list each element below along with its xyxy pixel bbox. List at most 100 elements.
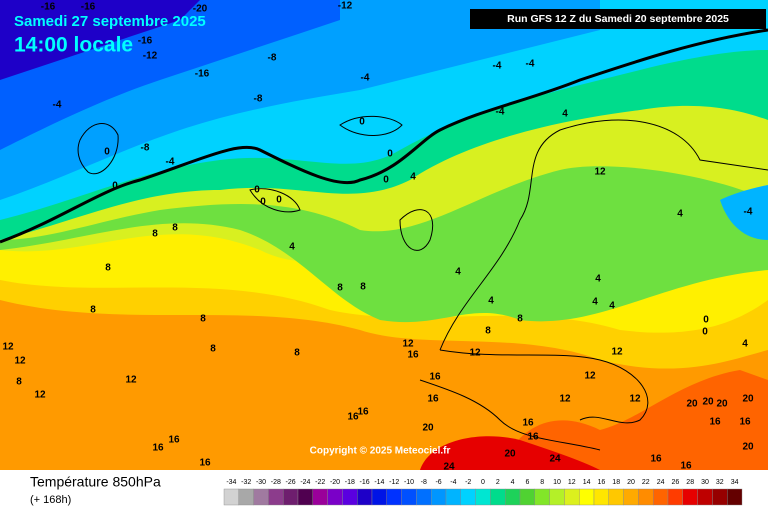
contour-label: 8 (360, 282, 366, 293)
contour-labels: -16 -16 -20 -12-16-12 -8-16-8-4-4 -4-4-8-400-… (2, 1, 754, 473)
scale-cell (593, 488, 610, 506)
contour-label: 12 (584, 371, 596, 382)
contour-label: 16 (357, 407, 369, 418)
scale-label: 2 (496, 479, 500, 486)
scale-cell (579, 488, 595, 506)
contour-label: 8 (517, 314, 523, 325)
scale-label: -14 (374, 479, 384, 486)
run-box (470, 9, 766, 29)
scale-label: -28 (271, 479, 281, 486)
contour-label: 4 (677, 209, 683, 220)
scale-label: 16 (598, 479, 606, 486)
scale-label: -24 (300, 479, 310, 486)
scale-cell (519, 488, 536, 506)
contour-label: 16 (650, 454, 662, 465)
scale-cell (238, 488, 254, 506)
scale-cell (312, 488, 328, 506)
scale-label: -18 (345, 479, 355, 486)
contour-label: 20 (702, 397, 714, 408)
contour-label: 20 (742, 442, 754, 453)
contour-label: -4 (496, 107, 505, 118)
contour-label: 12 (611, 347, 623, 358)
contour-label: 4 (289, 242, 295, 253)
contour-label: -16 (81, 2, 96, 13)
scale-label: -34 (226, 479, 236, 486)
scale-cell (445, 488, 462, 506)
scale-label: -10 (404, 479, 414, 486)
contour-label: 12 (559, 394, 571, 405)
contour-label: 12 (402, 339, 414, 350)
scale-cell (342, 488, 358, 506)
scale-label: -12 (389, 479, 399, 486)
contour-label: 8 (152, 229, 158, 240)
scale-cell (268, 488, 284, 506)
contour-label: 12 (34, 390, 46, 401)
scale-label: -32 (241, 479, 251, 486)
map-date: Samedi 27 septembre 2025 (14, 13, 206, 30)
scale-cell (653, 488, 669, 506)
contour-label: -4 (166, 157, 175, 168)
contour-label: 8 (294, 348, 300, 359)
scale-cell (253, 488, 269, 506)
contour-label: -8 (254, 94, 263, 105)
contour-label: 8 (210, 344, 216, 355)
scale-cell (608, 488, 624, 506)
scale-label: -22 (315, 479, 325, 486)
scale-cell (505, 488, 521, 506)
contour-label: 12 (14, 356, 26, 367)
map-time: 14:00 locale (14, 34, 133, 57)
scale-label: 10 (553, 479, 561, 486)
contour-label: -12 (143, 51, 158, 62)
contour-label: 16 (427, 394, 439, 405)
zero-isotherm (0, 28, 768, 244)
contour-label: -16 (195, 69, 210, 80)
contour-label: -8 (141, 143, 150, 154)
contour-label: 0 (383, 175, 389, 186)
scale-cell (371, 488, 388, 506)
scale-cell (638, 488, 654, 506)
contour-label: 0 (112, 181, 118, 192)
contour-label: 20 (422, 423, 434, 434)
contour-label: 16 (429, 372, 441, 383)
contour-label: -4 (361, 73, 370, 84)
contour-label: 8 (90, 305, 96, 316)
contour-label: 4 (455, 267, 461, 278)
scale-cell (727, 488, 743, 506)
legend-title: Température 850hPa (30, 474, 161, 490)
contour-label: 12 (629, 394, 641, 405)
color-scale: -34 -32 -30 -28 -26 -24 -22 -20 -18 -16 -14 -12 -10-… (223, 479, 743, 506)
contour-label: 16 (168, 435, 180, 446)
scale-cell (623, 488, 639, 506)
legend-subtitle: (+ 168h) (30, 494, 71, 506)
scale-label: 22 (642, 479, 650, 486)
scale-cell (475, 488, 491, 506)
contour-label: 0 (254, 185, 260, 196)
contour-label: 0 (387, 149, 393, 160)
scale-label: 24 (657, 479, 665, 486)
scale-cell (667, 488, 684, 506)
scale-label: -2 (465, 479, 471, 486)
contour-label: 16 (680, 461, 692, 472)
contour-label: 16 (527, 432, 539, 443)
scale-cell (431, 488, 447, 506)
contour-label: 0 (702, 327, 708, 338)
scale-cell (401, 488, 417, 506)
contour-label: 4 (410, 172, 416, 183)
contour-label: -16 (138, 36, 153, 47)
run-info: Run GFS 12 Z du Samedi 20 septembre 2025 (507, 13, 729, 25)
contour-label: 8 (485, 326, 491, 337)
scale-label: -30 (256, 479, 266, 486)
contour-label: -4 (493, 61, 502, 72)
scale-cell (549, 488, 565, 506)
scale-label: -20 (330, 479, 340, 486)
contour-label: 20 (716, 399, 728, 410)
contour-label: -4 (526, 59, 535, 70)
scale-cell (297, 488, 314, 506)
contour-label: 16 (407, 350, 419, 361)
scale-label: 30 (701, 479, 709, 486)
map-background (0, 0, 768, 470)
contour-label: -8 (268, 53, 277, 64)
contour-label: 16 (709, 417, 721, 428)
scale-cell (564, 488, 580, 506)
scale-label: 32 (716, 479, 724, 486)
